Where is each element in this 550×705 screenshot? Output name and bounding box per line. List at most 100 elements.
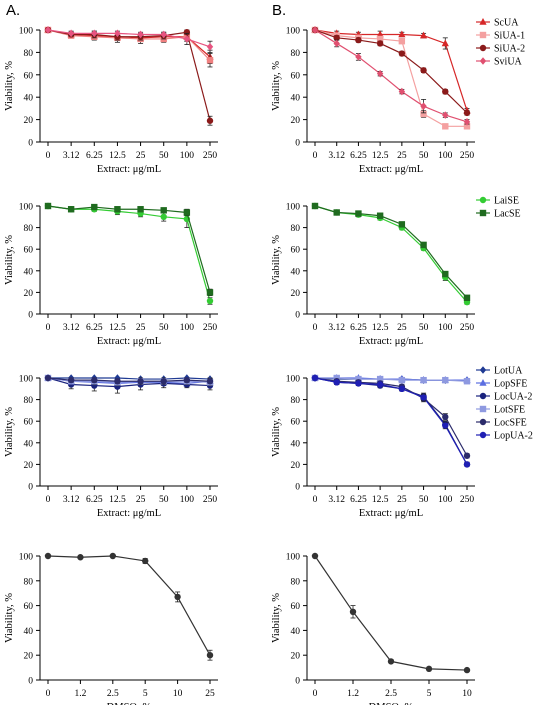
data-point bbox=[183, 29, 191, 36]
y-tick-label: 40 bbox=[291, 94, 301, 104]
y-tick-label: 40 bbox=[291, 439, 301, 449]
panel-label-b: B. bbox=[272, 2, 287, 19]
chart-3: 0 20 40 60 80 100 0 3.12 6.25 12.5 25 50 100 250 Extra… bbox=[4, 203, 218, 347]
series-6 bbox=[311, 374, 471, 468]
data-point bbox=[420, 110, 427, 118]
y-tick-label: 60 bbox=[291, 246, 301, 256]
data-point bbox=[376, 375, 384, 383]
y-tick-label: 60 bbox=[291, 602, 301, 612]
data-point bbox=[442, 422, 449, 429]
x-tick-label: 100 bbox=[180, 323, 195, 333]
legend-marker bbox=[479, 431, 487, 439]
x-tick-label: 3.12 bbox=[328, 495, 345, 505]
legend-marker bbox=[479, 366, 487, 374]
data-point bbox=[160, 378, 167, 385]
y-tick-label: 0 bbox=[28, 677, 33, 687]
x-tick-label: 5 bbox=[427, 689, 432, 699]
data-point bbox=[376, 30, 384, 38]
data-point bbox=[333, 34, 340, 42]
y-tick-label: 80 bbox=[291, 49, 301, 59]
data-point bbox=[442, 270, 449, 278]
x-tick-label: 25 bbox=[136, 151, 146, 161]
x-tick-label: 250 bbox=[203, 323, 218, 333]
x-tick-label: 2.5 bbox=[107, 689, 119, 699]
series-3 bbox=[44, 26, 214, 126]
data-point bbox=[420, 102, 427, 110]
data-point bbox=[376, 40, 384, 47]
data-point bbox=[67, 206, 75, 213]
legend-label: LacSE bbox=[494, 209, 521, 220]
x-tick-label: 50 bbox=[419, 151, 429, 161]
x-tick-label: 50 bbox=[419, 495, 429, 505]
data-point bbox=[91, 376, 98, 384]
data-point bbox=[77, 554, 84, 561]
series-line bbox=[314, 555, 468, 671]
data-point bbox=[91, 29, 98, 38]
series-1 bbox=[44, 552, 214, 661]
data-point bbox=[420, 376, 427, 384]
legend-marker bbox=[479, 209, 487, 217]
legend-marker bbox=[479, 44, 487, 52]
data-point bbox=[441, 39, 449, 47]
y-tick-label: 40 bbox=[24, 439, 34, 449]
data-point bbox=[398, 38, 406, 45]
y-tick-label: 0 bbox=[28, 311, 33, 321]
data-point bbox=[463, 461, 471, 468]
data-point bbox=[183, 376, 191, 384]
x-tick-label: 25 bbox=[397, 151, 407, 161]
data-point bbox=[44, 374, 52, 382]
x-tick-label: 6.25 bbox=[350, 495, 367, 505]
data-point bbox=[333, 374, 340, 382]
data-point bbox=[376, 381, 384, 388]
x-tick-label: 100 bbox=[438, 495, 453, 505]
x-tick-label: 0 bbox=[313, 495, 318, 505]
legend-marker bbox=[479, 196, 487, 204]
data-point bbox=[311, 374, 319, 382]
chart-4: 0 20 40 60 80 100 0 3.12 6.25 12.5 25 50 100 250 Extra… bbox=[271, 196, 521, 348]
series-2 bbox=[311, 202, 471, 301]
series-line bbox=[47, 29, 211, 61]
legend-label: LocSFE bbox=[494, 418, 527, 429]
legend-label: LaiSE bbox=[494, 196, 519, 207]
legend-label: LotSFE bbox=[494, 405, 525, 416]
series-3 bbox=[311, 374, 471, 468]
y-tick-label: 40 bbox=[24, 627, 34, 637]
data-point bbox=[44, 552, 52, 560]
data-point bbox=[355, 380, 362, 387]
y-tick-label: 40 bbox=[24, 94, 34, 104]
y-tick-label: 80 bbox=[291, 224, 301, 234]
x-tick-label: 10 bbox=[173, 689, 183, 699]
y-tick-label: 20 bbox=[291, 652, 301, 662]
y-tick-label: 100 bbox=[19, 553, 34, 563]
series-line bbox=[47, 205, 211, 293]
series-line bbox=[314, 377, 468, 457]
x-tick-label: 250 bbox=[460, 495, 475, 505]
legend-label: SiUA-2 bbox=[494, 44, 525, 55]
x-tick-label: 250 bbox=[203, 495, 218, 505]
chart-7: 0 20 40 60 80 100 0 1.2 2.5 5 10 25 DMSO: % Viability… bbox=[4, 553, 218, 705]
data-point bbox=[206, 117, 214, 124]
x-tick-label: 0 bbox=[46, 151, 51, 161]
y-tick-label: 60 bbox=[24, 418, 34, 428]
data-point bbox=[333, 39, 340, 48]
y-tick-label: 0 bbox=[295, 677, 300, 687]
data-point bbox=[109, 552, 117, 560]
y-tick-label: 80 bbox=[24, 49, 34, 59]
data-point bbox=[355, 36, 362, 44]
y-tick-label: 100 bbox=[19, 27, 34, 37]
x-axis-label: Extract: μg/mL bbox=[359, 508, 423, 519]
series-line bbox=[314, 29, 468, 114]
x-tick-label: 250 bbox=[460, 151, 475, 161]
data-point bbox=[355, 210, 362, 217]
chart-1: 0 20 40 60 80 100 0 3.12 6.25 12.5 25 50 100 250 Extra… bbox=[4, 26, 218, 175]
x-tick-label: 50 bbox=[159, 323, 169, 333]
legend-label: SiUA-1 bbox=[494, 31, 525, 42]
series-4 bbox=[311, 26, 471, 126]
y-axis-label: Viability, % bbox=[4, 407, 15, 457]
data-point bbox=[206, 652, 214, 659]
data-point bbox=[442, 111, 449, 119]
x-tick-label: 25 bbox=[397, 495, 407, 505]
x-tick-label: 1.2 bbox=[74, 689, 86, 699]
data-point bbox=[425, 665, 433, 673]
y-axis-label: Viability, % bbox=[4, 235, 15, 285]
